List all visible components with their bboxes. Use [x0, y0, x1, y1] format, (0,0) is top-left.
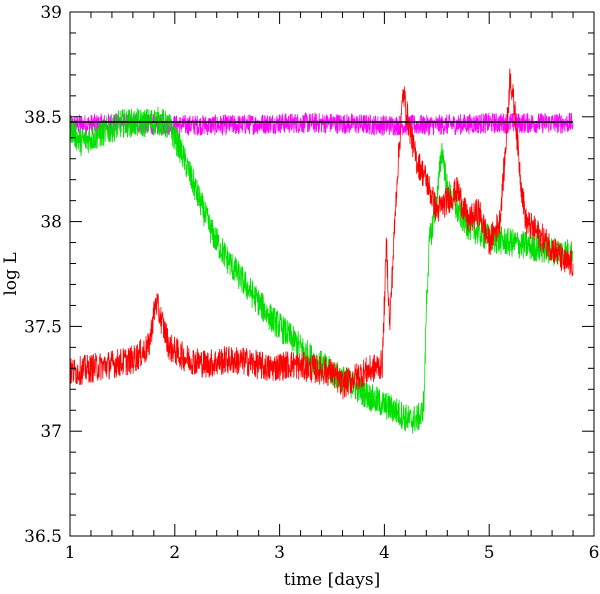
x-tick-label: 3 — [274, 543, 285, 563]
axis-ticks — [69, 11, 595, 537]
y-tick-label: 37.5 — [24, 317, 62, 337]
y-tick-label: 36.5 — [24, 527, 62, 547]
x-tick-label: 2 — [169, 543, 180, 563]
x-tick-label: 1 — [65, 543, 76, 563]
series-2 — [69, 68, 574, 400]
series-line-1 — [69, 106, 574, 434]
x-tick-label: 5 — [484, 543, 495, 563]
series-line-0 — [69, 112, 574, 137]
tick-labels: 1 2 3 4 5 6 36.5 37 37.5 38 38.5 39 — [24, 3, 599, 563]
y-axis-label: log L — [1, 252, 21, 295]
y-tick-label: 37 — [40, 422, 62, 442]
y-tick-label: 38 — [40, 213, 62, 233]
x-axis-label: time [days] — [284, 570, 380, 590]
y-tick-label: 39 — [40, 3, 62, 23]
series-line-2 — [69, 68, 574, 400]
plot-frame — [69, 11, 595, 537]
x-tick-label: 4 — [379, 543, 390, 563]
x-tick-label: 6 — [589, 543, 600, 563]
y-tick-label: 38.5 — [24, 108, 62, 128]
series-1 — [69, 106, 574, 434]
series-0 — [69, 112, 574, 137]
